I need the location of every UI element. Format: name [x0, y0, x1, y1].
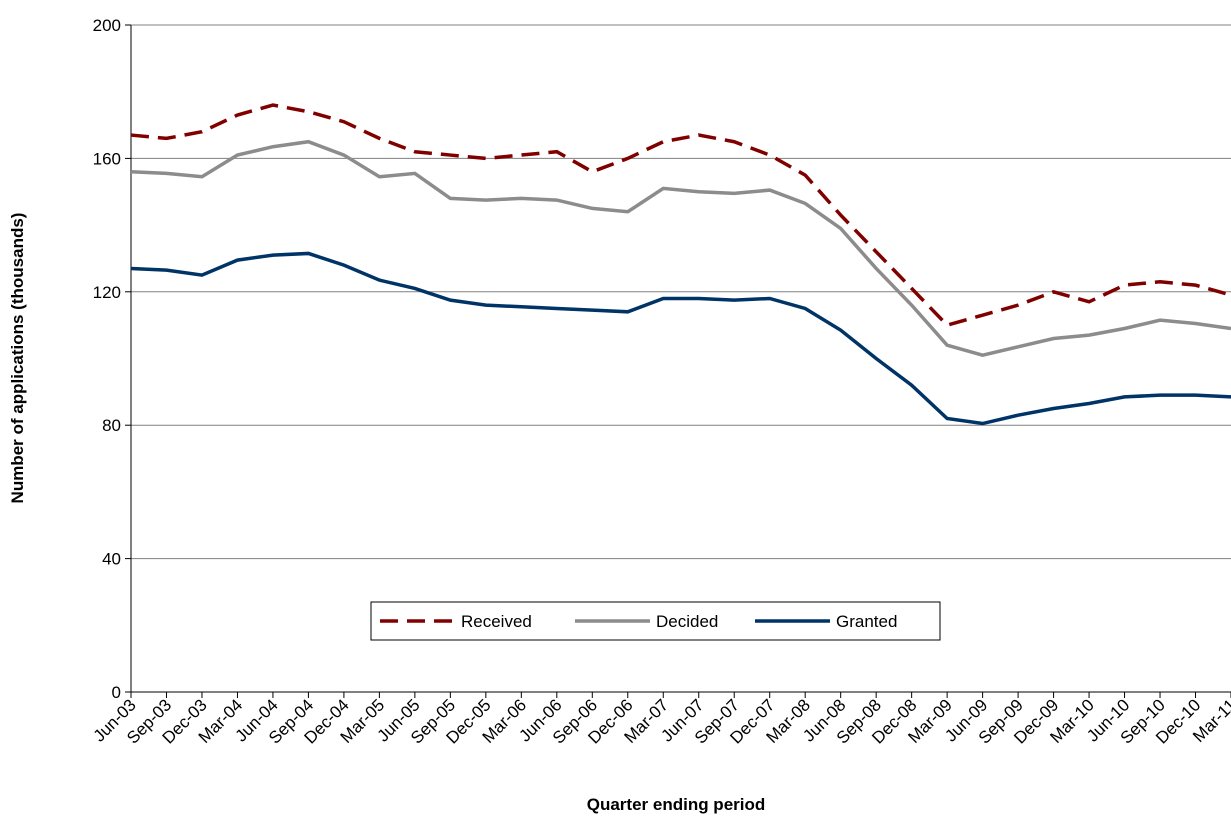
- y-tick-label: 120: [93, 283, 121, 302]
- y-axis-title: Number of applications (thousands): [8, 213, 27, 504]
- y-tick-label: 80: [102, 416, 121, 435]
- x-axis-title: Quarter ending period: [587, 795, 766, 814]
- legend: Received Decided Granted: [370, 601, 941, 641]
- legend-label: Decided: [656, 612, 718, 631]
- y-tick-label: 0: [112, 683, 121, 702]
- legend-box: [370, 601, 941, 641]
- y-tick-label: 160: [93, 149, 121, 168]
- legend-label: Granted: [836, 612, 897, 631]
- line-series: [130, 139, 1231, 357]
- line-series: [130, 103, 1231, 328]
- y-tick-label: 200: [93, 16, 121, 35]
- line-series: [130, 251, 1231, 426]
- y-tick-label: 40: [102, 550, 121, 569]
- legend-label: Received: [461, 612, 532, 631]
